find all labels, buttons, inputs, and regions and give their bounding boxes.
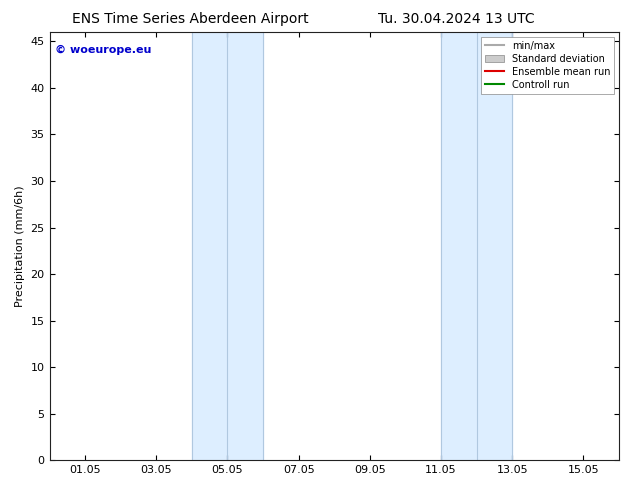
Bar: [441, 32, 512, 460]
Bar: [192, 32, 263, 460]
Text: ENS Time Series Aberdeen Airport: ENS Time Series Aberdeen Airport: [72, 12, 309, 26]
Legend: min/max, Standard deviation, Ensemble mean run, Controll run: min/max, Standard deviation, Ensemble me…: [481, 37, 614, 94]
Y-axis label: Precipitation (mm/6h): Precipitation (mm/6h): [15, 185, 25, 307]
Text: © woeurope.eu: © woeurope.eu: [55, 45, 152, 55]
Text: Tu. 30.04.2024 13 UTC: Tu. 30.04.2024 13 UTC: [378, 12, 535, 26]
